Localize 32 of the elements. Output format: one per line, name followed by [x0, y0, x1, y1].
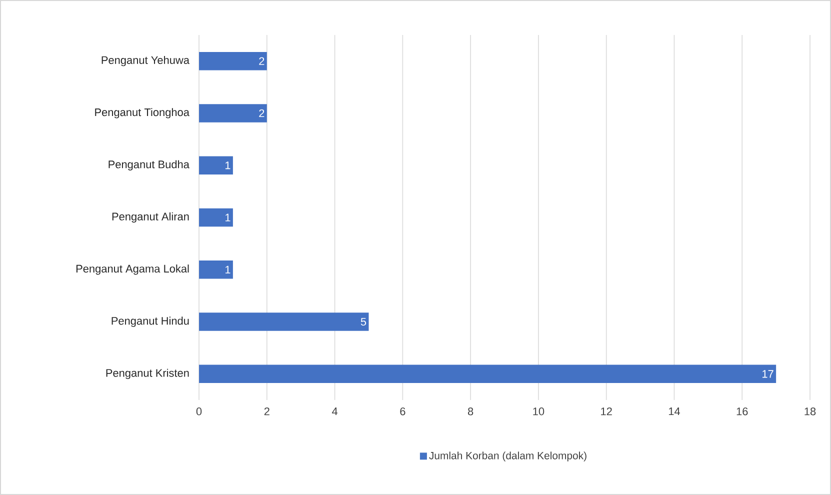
data-label: 1 [225, 266, 230, 274]
bar [199, 104, 267, 122]
y-tick-label: Penganut Kristen [106, 368, 189, 380]
data-label: 1 [225, 162, 230, 170]
y-tick-label: Penganut Hindu [112, 316, 189, 327]
x-tick-label: 8 [468, 408, 474, 416]
bar [199, 156, 233, 174]
data-label: 17 [762, 370, 774, 378]
data-label: 5 [360, 318, 366, 326]
data-label: 2 [259, 109, 264, 118]
x-tick-label: 10 [533, 408, 544, 416]
x-tick-label: 12 [601, 408, 612, 416]
legend-label: Jumlah Korban (dalam Kelompok) [429, 452, 586, 462]
x-tick-label: 6 [400, 408, 406, 416]
y-tick-label: Penganut Budha [108, 160, 190, 170]
x-tick-label: 0 [196, 408, 202, 416]
bar [199, 364, 776, 384]
bar [199, 52, 267, 70]
bar [199, 260, 233, 279]
x-tick-label: 4 [332, 408, 338, 416]
x-tick-label: 18 [804, 408, 816, 416]
x-tick-label: 14 [668, 408, 680, 416]
y-tick-label: Penganut Agama Lokal [76, 264, 189, 275]
bar [199, 208, 233, 227]
y-tick-label: Penganut Aliran [112, 212, 189, 223]
x-tick-label: 16 [736, 408, 748, 416]
y-tick-label: Penganut Yehuwa [102, 56, 190, 66]
x-tick-label: 2 [264, 408, 270, 416]
data-label: 1 [225, 214, 230, 222]
y-tick-label: Penganut Tionghoa [95, 108, 190, 118]
data-label: 2 [259, 57, 264, 65]
bar [199, 312, 369, 331]
